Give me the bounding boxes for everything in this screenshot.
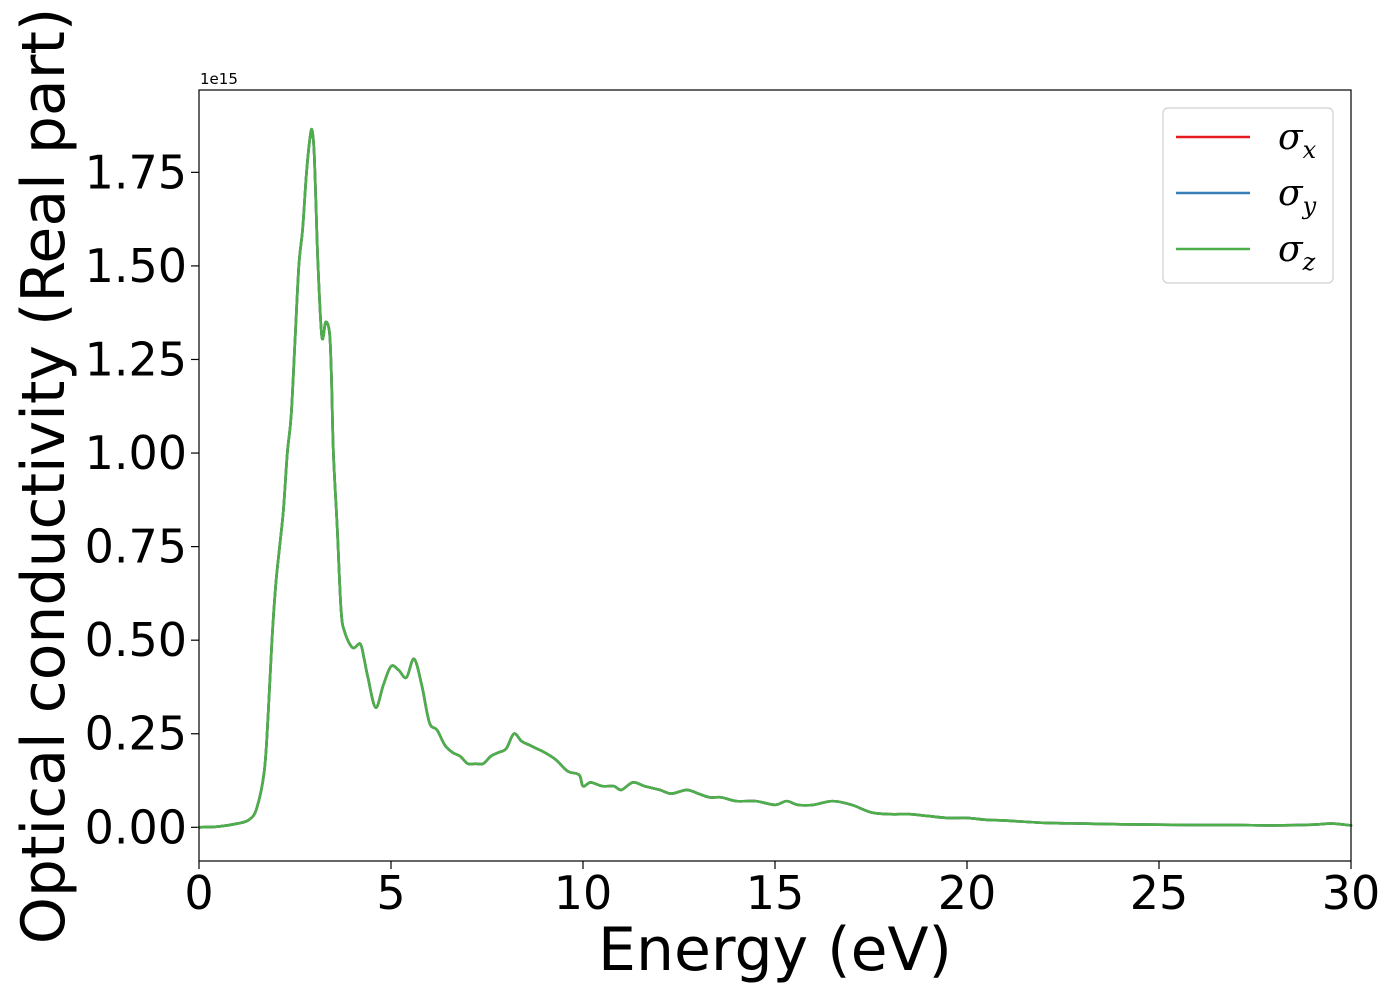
y-tick-label: 1.50 bbox=[85, 239, 187, 293]
y-tick-label: 0.75 bbox=[85, 520, 187, 574]
x-axis-title: Energy (eV) bbox=[598, 915, 952, 985]
x-tick-label: 0 bbox=[184, 866, 213, 920]
series-line-sigma-z bbox=[197, 127, 1353, 829]
legend-label-subscript: z bbox=[1302, 248, 1316, 276]
y-tick-label: 1.75 bbox=[85, 145, 187, 199]
y-tick-label: 1.00 bbox=[85, 426, 187, 480]
y-tick-label: 1.25 bbox=[85, 332, 187, 386]
series-lines bbox=[197, 127, 1353, 829]
legend-label-sigma-z: σz bbox=[1278, 229, 1316, 276]
x-tick-label: 5 bbox=[376, 866, 405, 920]
legend-label-symbol: σ bbox=[1278, 173, 1304, 214]
x-tick-label: 25 bbox=[1130, 866, 1189, 920]
legend-label-symbol: σ bbox=[1278, 117, 1304, 158]
legend-box bbox=[1162, 107, 1334, 284]
y-offset-label: 1e15 bbox=[200, 70, 238, 88]
legend-label-symbol: σ bbox=[1278, 229, 1304, 270]
y-tick-label: 0.25 bbox=[85, 707, 187, 761]
legend-label-sigma-x: σx bbox=[1278, 117, 1317, 164]
x-tick-label: 10 bbox=[554, 866, 613, 920]
legend-label-subscript: x bbox=[1303, 136, 1317, 164]
legend-label-subscript: y bbox=[1302, 192, 1317, 220]
x-tick-label: 20 bbox=[938, 866, 997, 920]
x-tick-label: 15 bbox=[746, 866, 805, 920]
y-axis-title: Optical conductivity (Real part) bbox=[9, 8, 79, 945]
y-tick-label: 0.00 bbox=[85, 800, 187, 854]
y-tick-label: 0.50 bbox=[85, 613, 187, 667]
legend-label-sigma-y: σy bbox=[1278, 173, 1317, 220]
plot-area-frame bbox=[198, 89, 1352, 862]
x-tick-label: 30 bbox=[1322, 866, 1381, 920]
axis-ticks: 0 5 10 15 20 25 30 0.00 0.25 0.50 0.75 1.00 1.25 1.50… bbox=[85, 145, 1381, 920]
